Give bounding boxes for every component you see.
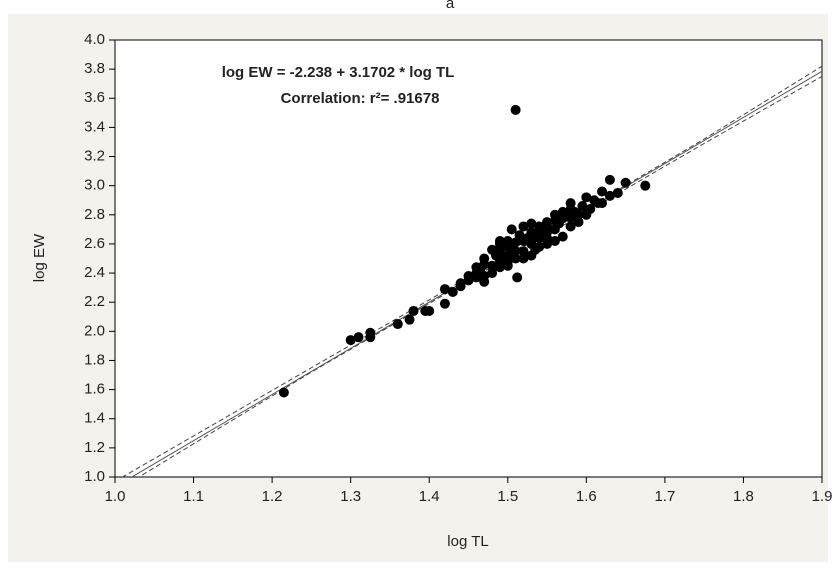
y-tick-label: 4.0: [84, 31, 105, 48]
data-point: [518, 221, 529, 232]
data-point: [392, 319, 403, 330]
x-tick-label: 1.3: [340, 488, 361, 505]
data-point: [353, 332, 364, 343]
data-point: [573, 209, 584, 220]
x-tick-label: 1.5: [497, 488, 518, 505]
data-point: [530, 244, 541, 255]
data-point: [345, 335, 356, 346]
data-point: [565, 212, 576, 223]
y-tick-label: 3.6: [84, 89, 105, 106]
data-point: [565, 221, 576, 232]
x-tick-label: 1.4: [419, 488, 440, 505]
data-point: [278, 387, 289, 398]
data-point: [518, 236, 529, 247]
data-point: [479, 270, 490, 281]
data-point: [471, 268, 482, 279]
x-tick-label: 1.7: [654, 488, 675, 505]
plot-area: [114, 39, 823, 478]
data-point: [510, 253, 521, 264]
data-point: [506, 244, 517, 255]
data-point: [494, 238, 505, 249]
data-point: [585, 203, 596, 214]
y-tick-label: 1.8: [84, 351, 105, 368]
data-point: [506, 224, 517, 235]
y-tick-label: 3.4: [84, 118, 105, 135]
data-point: [597, 186, 608, 197]
y-tick-label: 1.2: [84, 439, 105, 456]
data-point: [534, 227, 545, 238]
y-tick-label: 3.2: [84, 148, 105, 165]
y-tick-label: 3.0: [84, 177, 105, 194]
data-point: [557, 231, 568, 242]
data-point: [620, 177, 631, 188]
data-point: [573, 217, 584, 228]
data-point: [494, 262, 505, 273]
y-tick-label: 2.8: [84, 206, 105, 223]
data-point: [502, 256, 513, 267]
data-point: [604, 174, 615, 185]
data-point: [408, 305, 419, 316]
y-tick-label: 1.4: [84, 410, 105, 427]
y-tick-label: 2.4: [84, 264, 105, 281]
x-tick-label: 1.8: [733, 488, 754, 505]
data-point: [404, 314, 415, 325]
data-point: [455, 278, 466, 289]
y-tick-label: 3.8: [84, 60, 105, 77]
data-point: [526, 233, 537, 244]
x-tick-label: 1.6: [576, 488, 597, 505]
data-point: [593, 198, 604, 209]
y-axis-label: log EW: [31, 233, 48, 282]
data-point: [612, 187, 623, 198]
data-point: [487, 268, 498, 279]
data-point: [447, 287, 458, 298]
y-tick-label: 2.0: [84, 322, 105, 339]
x-tick-label: 1.2: [262, 488, 283, 505]
data-point: [487, 244, 498, 255]
equation-annotation: log EW = -2.238 + 3.1702 * log TL: [222, 64, 455, 81]
data-point: [512, 272, 523, 283]
data-point: [518, 246, 529, 257]
data-point: [581, 192, 592, 203]
data-point: [542, 233, 553, 244]
y-tick-label: 1.0: [84, 468, 105, 485]
data-point: [542, 221, 553, 232]
data-point: [487, 260, 498, 271]
data-point: [604, 190, 615, 201]
data-point: [640, 180, 651, 191]
y-tick-label: 2.6: [84, 235, 105, 252]
x-axis-label: log TL: [447, 533, 488, 550]
data-point: [510, 104, 521, 115]
data-point: [439, 284, 450, 295]
data-point: [557, 206, 568, 217]
data-point: [577, 201, 588, 212]
x-tick-label: 1.1: [183, 488, 204, 505]
data-point: [526, 218, 537, 229]
data-point: [549, 236, 560, 247]
y-tick-label: 1.6: [84, 381, 105, 398]
data-point: [479, 259, 490, 270]
correlation-annotation: Correlation: r²= .91678: [281, 90, 440, 107]
y-tick-label: 2.2: [84, 293, 105, 310]
x-tick-label: 1.0: [105, 488, 126, 505]
x-tick-label: 1.9: [812, 488, 833, 505]
panel-label: a: [446, 0, 455, 12]
data-point: [549, 215, 560, 226]
data-point: [365, 332, 376, 343]
data-point: [424, 305, 435, 316]
data-point: [439, 298, 450, 309]
data-point: [518, 253, 529, 264]
data-point: [463, 270, 474, 281]
